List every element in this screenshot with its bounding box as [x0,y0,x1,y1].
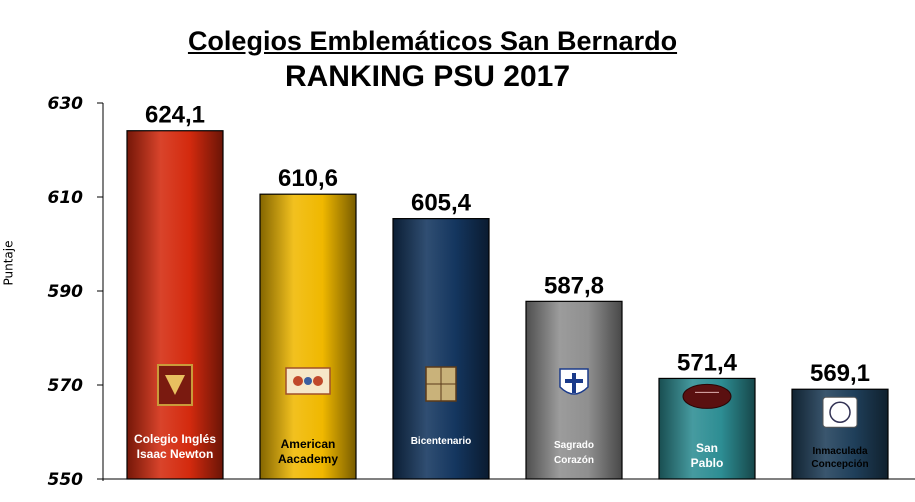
category-label: Corazón [554,455,594,466]
chart-subtitle: RANKING PSU 2017 [284,60,571,93]
bar [392,218,490,480]
bar-group: 587,8 Sagrado Corazón [525,272,623,480]
data-label: 605,4 [411,190,472,217]
bar [126,130,224,480]
category-label: Concepción [811,459,868,470]
category-label: American [281,437,336,451]
shield-icon [285,367,331,395]
category-label: Isaac Newton [137,447,214,461]
data-label: 571,4 [677,349,738,376]
ic-emblem-icon [822,396,858,428]
bar-group: 605,4 Bicentenario [392,190,490,480]
category-label: Sagrado [554,440,594,451]
category-label: Bicentenario [411,436,472,447]
y-tick-label: 550 [48,470,84,490]
y-tick-label: 570 [48,376,84,396]
category-label: Inmaculada [812,446,867,457]
y-tick-label: 590 [48,282,84,302]
data-label: 610,6 [278,165,338,192]
lnbe-emblem-icon [425,366,457,402]
y-tick-label: 630 [48,94,84,114]
cross-shield-icon [559,368,589,395]
chart-title: Colegios Emblemáticos San Bernardo [187,26,678,56]
bar-group: 569,1 Inmaculada Concepción [791,360,889,480]
bar [259,193,357,480]
crest-icon [157,364,193,406]
data-label: 624,1 [145,102,205,129]
category-label: Pablo [691,456,724,470]
seal-icon [682,383,732,409]
category-label: Colegio Inglés [134,432,216,446]
y-tick-label: 610 [48,188,84,208]
data-label: 569,1 [810,360,870,387]
category-label: San [696,441,718,455]
data-label: 587,8 [544,272,604,299]
category-label: Aacademy [278,452,338,466]
